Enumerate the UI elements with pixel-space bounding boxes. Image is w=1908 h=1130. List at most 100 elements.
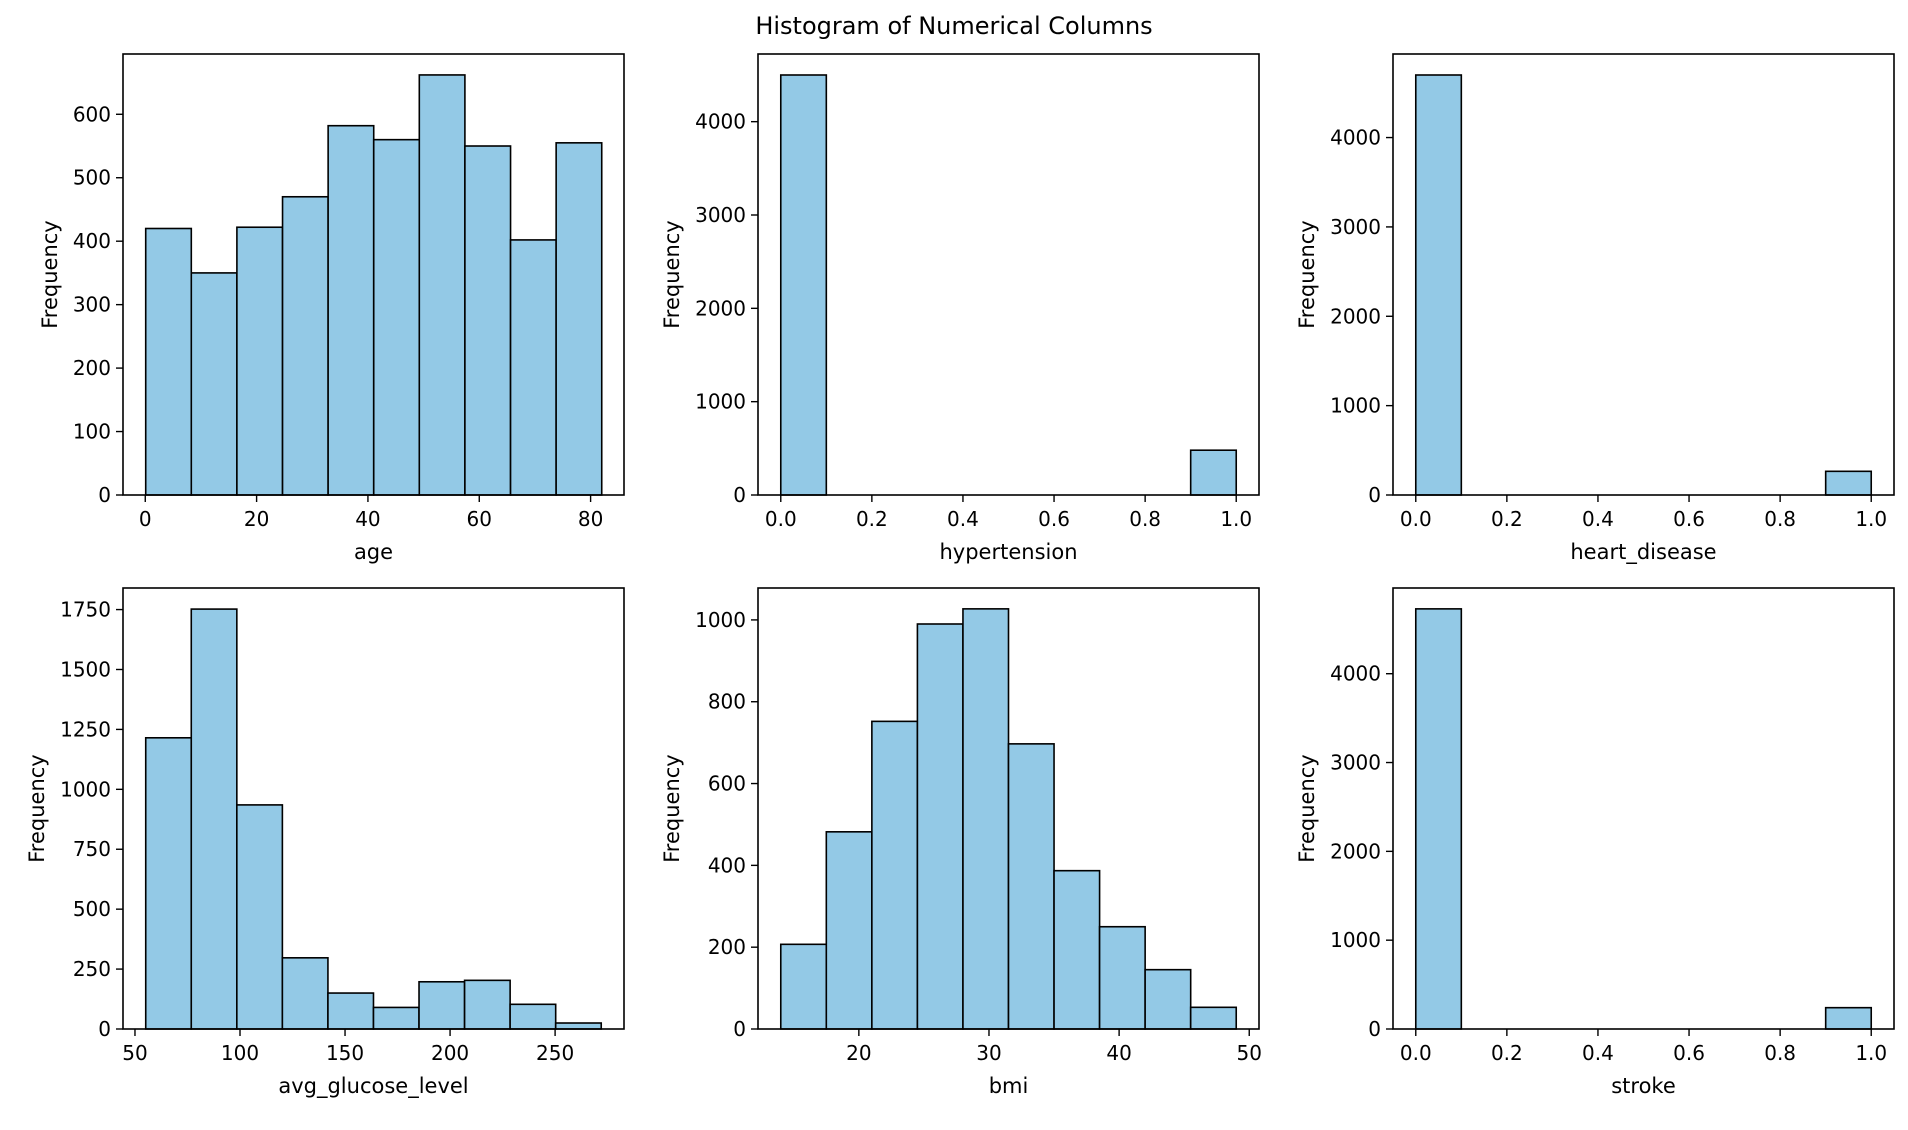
histogram-bars (1414, 608, 1873, 1030)
x-tick-label: 0.6 (1673, 507, 1705, 531)
histogram-bar (418, 74, 466, 496)
y-tick-label: 400 (73, 229, 111, 253)
x-tick-label: 0.2 (1491, 507, 1523, 531)
x-tick-label: 0.2 (856, 507, 888, 531)
histogram-bar (463, 979, 511, 1030)
x-tick-label: 0.4 (1582, 507, 1614, 531)
histogram-bar (1144, 968, 1192, 1030)
y-tick-label: 600 (73, 102, 111, 126)
histogram-bar (418, 980, 466, 1030)
histogram-bar (1414, 608, 1463, 1030)
y-tick-label: 1000 (1330, 394, 1381, 418)
subplot-grid: 0 20 40 60 800100200300400500600ageFrequency… (25, 53, 1895, 1099)
y-tick-label: 4000 (1330, 662, 1381, 686)
y-tick-label: 1500 (60, 657, 111, 681)
histogram-bar (190, 272, 238, 496)
histogram-bars (144, 74, 603, 496)
x-tick-label: 60 (467, 507, 492, 531)
y-tick-label: 1000 (60, 777, 111, 801)
y-tick-label: 1750 (60, 598, 111, 622)
y-tick-label: 1000 (695, 390, 746, 414)
histogram-panel-hypertension: 0.0 0.2 0.4 0.6 0.8 1.0 0 1000 2000 3000 4000 hyper… (660, 53, 1260, 564)
y-tick-label: 800 (708, 690, 746, 714)
x-tick-label: 0.8 (1764, 1041, 1796, 1065)
x-axis-label: avg_glucose_level (278, 1074, 468, 1099)
x-tick-label: 0 (139, 507, 152, 531)
histogram-bar (1824, 470, 1873, 496)
y-tick-label: 200 (708, 935, 746, 959)
y-tick-label: 600 (708, 772, 746, 796)
x-tick-label: 80 (578, 507, 603, 531)
y-tick-label: 0 (1368, 483, 1381, 507)
x-tick-label: 40 (355, 507, 380, 531)
histogram-bar (1824, 1006, 1873, 1030)
axes-frame (122, 53, 625, 496)
y-tick-label: 3000 (1330, 751, 1381, 775)
histogram-bar (825, 831, 873, 1030)
axes-frame (1392, 587, 1895, 1030)
x-tick-label: 150 (326, 1041, 364, 1065)
histogram-bar (464, 145, 512, 496)
histogram-bar (144, 227, 193, 496)
y-tick-label: 2000 (695, 296, 746, 320)
x-tick-label: 20 (846, 1041, 871, 1065)
histogram-bar (372, 1006, 420, 1030)
x-tick-label: 0.0 (1400, 1041, 1432, 1065)
histogram-bar (327, 124, 375, 496)
histogram-bar (1414, 74, 1463, 496)
x-tick-label: 0.0 (765, 507, 797, 531)
histogram-bar (1098, 925, 1146, 1030)
histogram-bars (779, 74, 1238, 496)
y-axis-label: Frequency (660, 220, 684, 329)
y-tick-label: 750 (73, 837, 111, 861)
y-tick-label: 4000 (1330, 126, 1381, 150)
x-tick-label: 1.0 (1220, 507, 1252, 531)
x-tick-label: 40 (1106, 1041, 1131, 1065)
axes-frame (757, 587, 1260, 1030)
histogram-bar (327, 992, 375, 1030)
x-axis-label: stroke (1611, 1074, 1676, 1098)
x-tick-label: 0.2 (1491, 1041, 1523, 1065)
histogram-bar (1189, 449, 1238, 496)
histogram-panel-stroke: 0.0 0.2 0.4 0.6 0.8 1.0 0 1000 2000 3000 4000 strok… (1295, 587, 1895, 1098)
histogram-bars (779, 608, 1238, 1030)
x-tick-label: 50 (122, 1041, 147, 1065)
y-tick-label: 100 (73, 420, 111, 444)
y-tick-label: 0 (98, 1017, 111, 1041)
histogram-bar (1189, 1006, 1238, 1030)
histogram-panel-heart-disease: 0.0 0.2 0.4 0.6 0.8 1.0 0 1000 2000 3000 4000 heart… (1295, 53, 1895, 565)
histogram-bar (779, 74, 828, 496)
x-tick-label: 0.8 (1129, 507, 1161, 531)
x-tick-label: 200 (431, 1041, 469, 1065)
x-tick-label: 1.0 (1855, 1041, 1887, 1065)
axes-frame (1392, 53, 1895, 496)
x-axis-label: hypertension (939, 540, 1077, 564)
axes-frame (757, 53, 1260, 496)
y-tick-label: 3000 (695, 203, 746, 227)
histogram-bars (144, 608, 603, 1030)
histogram-bar (144, 736, 193, 1030)
x-tick-label: 0.8 (1764, 507, 1796, 531)
histogram-panel-bmi: 20 30 40 50 0 200 400 600 800 1000 bmi Frequency (660, 587, 1262, 1098)
y-axis-label: Frequency (25, 754, 49, 863)
y-tick-label: 2000 (1330, 839, 1381, 863)
histogram-bar (1007, 743, 1055, 1030)
y-axis-label: Frequency (660, 754, 684, 863)
y-axis-label: Frequency (1295, 220, 1319, 329)
histogram-bar (509, 1003, 557, 1030)
x-tick-label: 50 (1237, 1041, 1262, 1065)
histogram-bar (236, 226, 284, 496)
y-axis-label: Frequency (1295, 754, 1319, 863)
x-axis-label: bmi (989, 1074, 1029, 1098)
histogram-bar (281, 195, 329, 496)
y-tick-label: 0 (733, 483, 746, 507)
x-tick-label: 0.0 (1400, 507, 1432, 531)
histogram-bar (554, 1022, 603, 1030)
y-tick-label: 300 (73, 293, 111, 317)
x-tick-label: 0.6 (1673, 1041, 1705, 1065)
x-axis-label: heart_disease (1570, 540, 1716, 565)
y-tick-label: 0 (733, 1017, 746, 1041)
x-tick-label: 0.4 (947, 507, 979, 531)
y-tick-label: 2000 (1330, 304, 1381, 328)
figure-title: Histogram of Numerical Columns (755, 12, 1152, 40)
